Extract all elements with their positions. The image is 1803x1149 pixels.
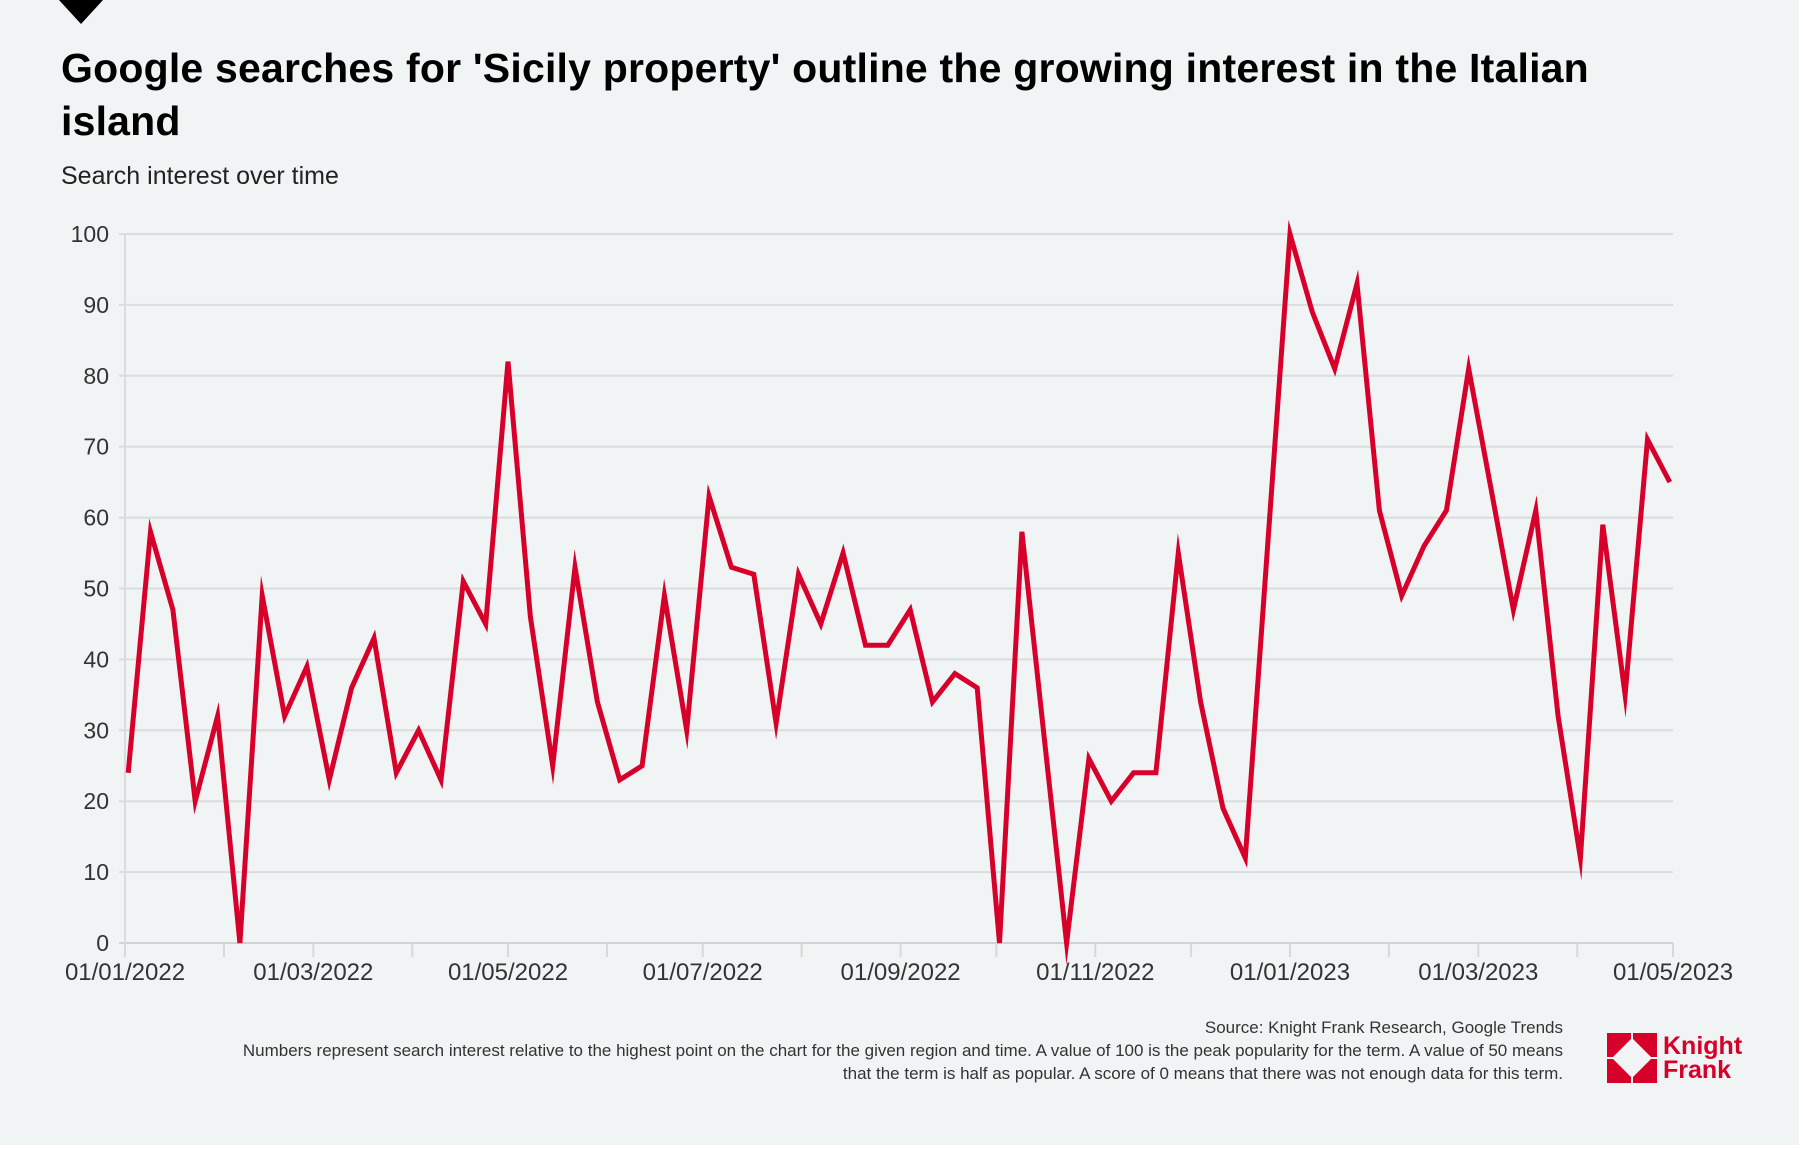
x-tick-label: 01/01/2022 [65, 959, 185, 986]
series-line-0 [125, 219, 1673, 965]
x-tick-label: 01/07/2022 [643, 959, 763, 986]
y-axis-ticks: 0 10 20 30 40 50 60 70 80 90 100 [71, 221, 109, 956]
logo-word-frank: Frank [1663, 1056, 1732, 1084]
source-note: Source: Knight Frank Research, Google Tr… [1204, 1018, 1563, 1037]
chart-subtitle: Search interest over time [61, 162, 339, 190]
x-tick-label: 01/03/2022 [253, 959, 373, 986]
x-tick-label: 01/05/2022 [448, 959, 568, 986]
x-tick-label: 01/09/2022 [841, 959, 961, 986]
methodology-note-line-2: that the term is half as popular. A scor… [842, 1064, 1563, 1083]
y-tick-label: 90 [83, 292, 109, 318]
y-tick-label: 30 [83, 717, 109, 743]
y-tick-label: 40 [83, 646, 109, 672]
x-tick-label: 01/05/2023 [1613, 959, 1733, 986]
y-tick-label: 0 [96, 930, 109, 956]
logo-wordmark: Knight Frank [1663, 1032, 1743, 1084]
y-tick-label: 10 [83, 859, 109, 885]
triangle-marker-icon [59, 0, 103, 24]
series-layer [125, 219, 1673, 965]
x-tick-label: 01/11/2022 [1036, 959, 1154, 986]
y-tick-label: 60 [83, 505, 109, 531]
y-tick-label: 100 [71, 221, 109, 247]
knight-frank-mark-icon [1607, 1033, 1657, 1083]
y-tick-label: 80 [83, 363, 109, 389]
methodology-note-line-1: Numbers represent search interest relati… [242, 1041, 1563, 1060]
logo-word-knight: Knight [1663, 1032, 1743, 1060]
line-chart: 0 10 20 30 40 50 60 70 80 90 100 01/01/2022 01/03/2… [65, 219, 1733, 986]
chart-title: Google searches for 'Sicily property' ou… [61, 45, 1589, 144]
knight-frank-logo: Knight Frank [1607, 1033, 1742, 1083]
footer-notes: Source: Knight Frank Research, Google Tr… [243, 1016, 1563, 1085]
x-tick-label: 01/01/2023 [1230, 959, 1350, 986]
gridlines [119, 233, 1673, 944]
x-tick-label: 01/03/2023 [1418, 959, 1538, 986]
y-tick-label: 70 [83, 434, 109, 460]
y-tick-label: 50 [83, 576, 109, 602]
y-tick-label: 20 [83, 788, 109, 814]
x-axis: 01/01/2022 01/03/2022 01/05/2022 01/07/2022… [65, 943, 1733, 986]
